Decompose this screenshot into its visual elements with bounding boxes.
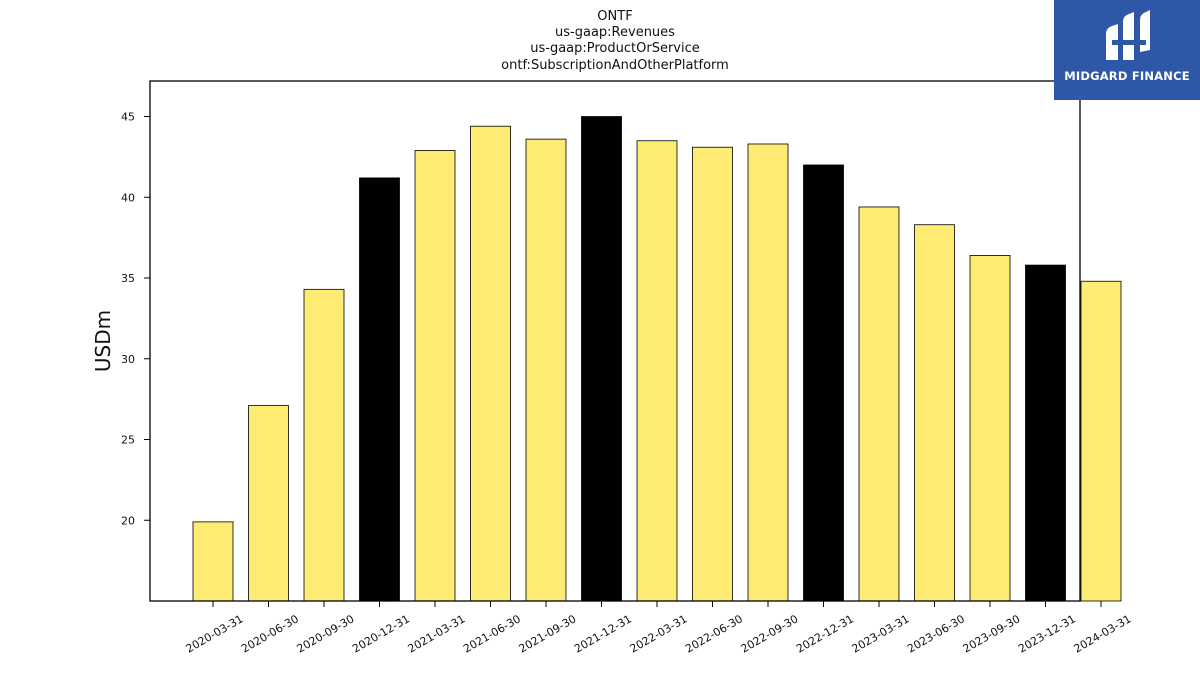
midgard-logo-icon	[1106, 10, 1150, 60]
bar-2024-03-31	[1080, 280, 1122, 602]
bar-2020-06-30	[248, 405, 289, 602]
y-tick-label: 25	[121, 434, 135, 447]
bar-2020-09-30	[303, 288, 345, 602]
y-axis-label: USDm	[91, 310, 115, 372]
x-tick-label: 2021-03-31	[406, 612, 468, 655]
x-tick-label: 2021-06-30	[461, 612, 523, 655]
bar-2020-03-31	[192, 521, 234, 602]
y-axis-ticks: 20 25 30 35 40 45	[121, 111, 150, 527]
bar-2022-12-31	[803, 164, 844, 602]
logo-text: MIDGARD FINANCE	[1064, 69, 1190, 83]
x-tick-label: 2020-09-30	[295, 612, 357, 655]
bar-2023-06-30	[914, 224, 955, 602]
x-tick-label: 2020-12-31	[350, 612, 412, 655]
x-tick-label: 2021-12-31	[572, 612, 634, 655]
x-tick-label: 2021-09-30	[517, 612, 579, 655]
bar-2021-09-30	[525, 138, 567, 602]
x-tick-label: 2022-06-30	[683, 612, 745, 655]
x-tick-label: 2023-09-30	[961, 612, 1023, 655]
bar-2022-06-30	[692, 146, 733, 602]
x-tick-label: 2023-03-31	[850, 612, 912, 655]
y-tick-label: 35	[121, 272, 135, 285]
bar-2021-12-31	[581, 116, 622, 602]
x-tick-label: 2023-12-31	[1016, 612, 1078, 655]
x-tick-label: 2022-12-31	[794, 612, 856, 655]
title-line-4: ontf:SubscriptionAndOtherPlatform	[501, 58, 729, 73]
title-line-1: ONTF	[597, 9, 632, 24]
x-tick-label: 2023-06-30	[905, 612, 967, 655]
bar-2023-12-31	[1025, 264, 1066, 602]
x-tick-label: 2020-03-31	[184, 612, 246, 655]
plot-frame	[149, 80, 1081, 602]
x-axis-ticks: 2020-03-312020-06-302020-09-302020-12-31…	[184, 601, 1134, 656]
y-tick-label: 20	[121, 514, 135, 527]
x-tick-label: 2022-03-31	[628, 612, 690, 655]
x-tick-label: 2022-09-30	[739, 612, 801, 655]
title-line-3: us-gaap:ProductOrService	[530, 41, 700, 56]
title-line-2: us-gaap:Revenues	[555, 25, 675, 40]
bar-2023-09-30	[969, 255, 1011, 602]
bar-2023-03-31	[858, 206, 900, 602]
bar-2022-03-31	[636, 140, 678, 602]
chart-title: ONTF us-gaap:Revenues us-gaap:ProductOrS…	[501, 9, 729, 73]
y-tick-label: 30	[121, 353, 135, 366]
bar-2021-06-30	[470, 125, 511, 602]
bar-2022-09-30	[747, 143, 789, 602]
bars	[192, 116, 1122, 602]
bar-2020-12-31	[359, 177, 400, 602]
bar-2021-03-31	[414, 150, 456, 602]
x-tick-label: 2024-03-31	[1072, 612, 1134, 655]
y-tick-label: 45	[121, 111, 135, 124]
x-tick-label: 2020-06-30	[239, 612, 301, 655]
y-tick-label: 40	[121, 191, 135, 204]
midgard-finance-logo: MIDGARD FINANCE	[1054, 0, 1200, 100]
